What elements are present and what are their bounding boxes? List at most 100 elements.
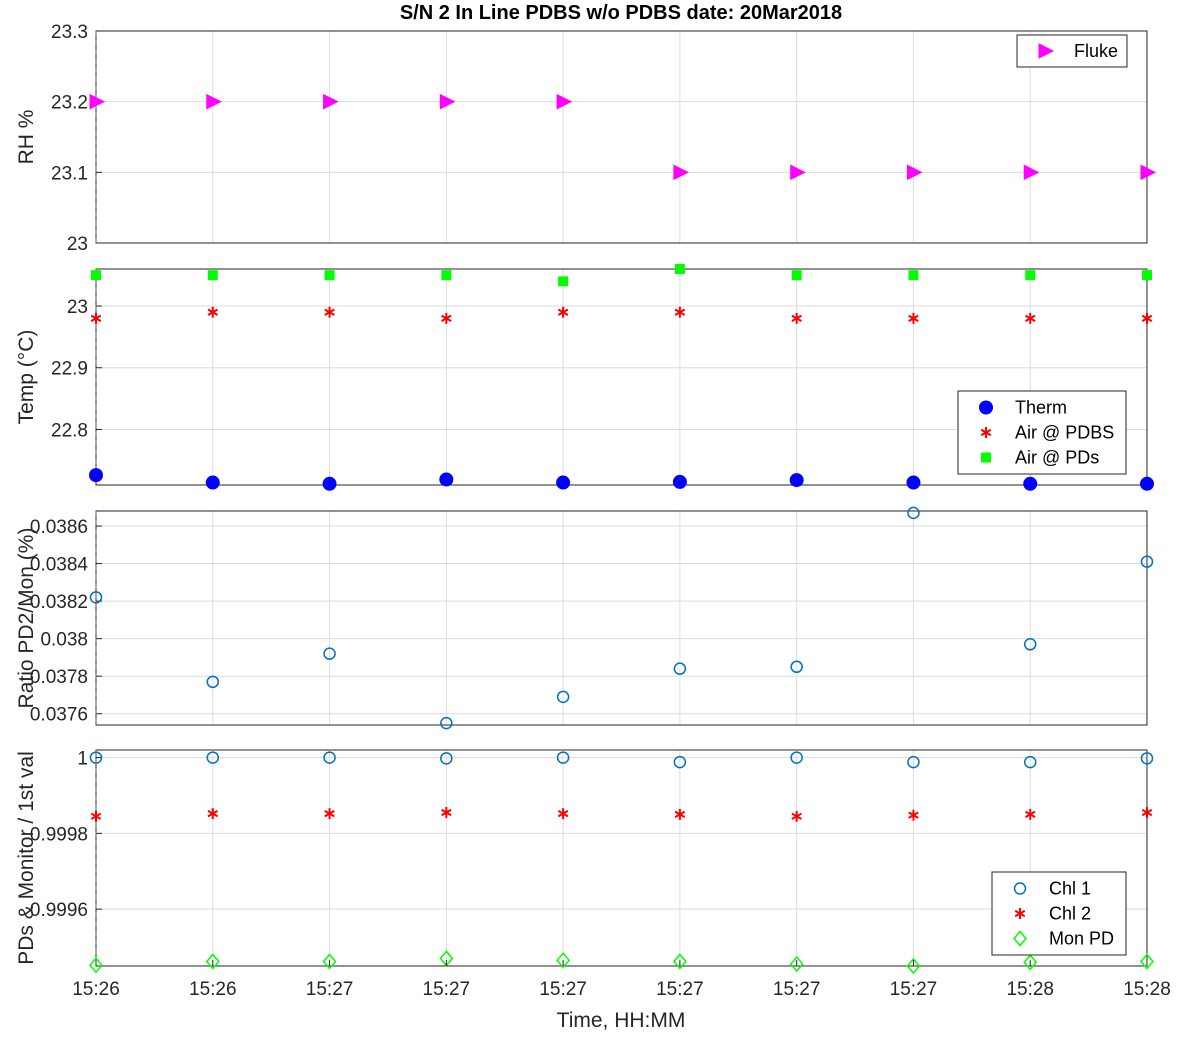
y-axis-label: Ratio PD2/Mon (%) — [15, 528, 38, 709]
data-point — [789, 955, 804, 973]
data-point — [556, 475, 571, 490]
data-point — [89, 591, 103, 604]
data-point — [908, 270, 919, 281]
data-point — [89, 93, 106, 110]
data-point-shape — [906, 164, 923, 181]
data-point — [91, 270, 101, 281]
data-point-shape — [791, 270, 802, 281]
y-axis-label: Temp (°C) — [15, 330, 38, 425]
data-point — [556, 952, 571, 969]
data-point — [789, 473, 804, 488]
data-point-shape — [205, 475, 220, 490]
data-point — [906, 164, 923, 181]
data-point-shape — [673, 755, 687, 769]
data-point-stroke-d2 — [908, 811, 919, 819]
data-point — [673, 755, 687, 769]
data-point-shape — [556, 751, 570, 764]
legend-label: Air @ PDBS — [1015, 423, 1114, 443]
data-point-stroke-d2 — [324, 810, 335, 818]
panel-3: 0.0376 0.0378 0.038 0.0382 0.0384 0.0386Ratio… — [15, 506, 1154, 730]
data-point — [89, 751, 103, 764]
x-tick-label: 15:27 — [773, 979, 821, 1000]
x-tick-label: 15:28 — [1006, 979, 1054, 1000]
data-point-shape — [790, 164, 806, 181]
data-point-shape — [1140, 164, 1157, 181]
y-axis-label: RH % — [15, 110, 38, 165]
legend-label: Chl 2 — [1049, 904, 1091, 924]
data-point — [90, 312, 102, 324]
y-tick-label: 0.0382 — [30, 592, 88, 613]
data-point-shape — [89, 93, 106, 110]
legend-marker-shape — [1013, 882, 1027, 895]
data-point-stroke-d2 — [1024, 810, 1036, 819]
data-point-shape — [1140, 476, 1154, 491]
data-point-shape — [323, 751, 336, 764]
data-point-stroke-d2 — [324, 308, 335, 316]
data-point-shape — [439, 472, 454, 487]
data-point — [322, 953, 337, 970]
legend-label: Therm — [1015, 398, 1067, 418]
y-tick-label: 0.9998 — [30, 824, 88, 845]
series-chl-2 — [90, 807, 1153, 822]
legend-marker-shape — [1013, 930, 1027, 947]
data-point-shape — [672, 953, 687, 970]
legend-marker — [980, 427, 992, 438]
data-point — [908, 809, 919, 821]
data-point-shape — [89, 957, 103, 974]
legend-marker-stroke-d2 — [1014, 909, 1026, 918]
data-point — [556, 93, 573, 110]
data-point-stroke-d2 — [1141, 808, 1153, 817]
x-tick-label: 15:26 — [72, 979, 120, 1000]
x-tick-label: 15:27 — [656, 979, 704, 1000]
data-point — [439, 472, 454, 487]
data-point-shape — [907, 755, 920, 769]
legend: Therm Air @ PDBS Air @ PDs — [957, 390, 1127, 475]
data-point — [1023, 954, 1038, 971]
y-tick-label: 0.0378 — [30, 667, 88, 688]
data-point-shape — [322, 953, 337, 970]
y-tick-label: 0.038 — [40, 630, 88, 651]
data-point-stroke-d2 — [557, 810, 569, 818]
data-point — [1023, 476, 1038, 491]
data-point — [673, 164, 690, 181]
data-point-shape — [89, 591, 103, 604]
x-tick-label: 15:28 — [1123, 979, 1171, 1000]
data-point — [790, 660, 803, 674]
data-point — [558, 276, 569, 287]
data-point-stroke-d2 — [674, 810, 686, 819]
y-tick-label: 22.8 — [51, 420, 88, 441]
data-point-shape — [906, 957, 921, 975]
x-tick-label: 15:27 — [890, 979, 938, 1000]
x-tick-label: 15:27 — [539, 979, 587, 1000]
data-point — [440, 752, 453, 765]
panel-1: 23 23.1 23.2 23.3 RH % Fluke — [15, 22, 1157, 255]
data-point — [322, 476, 337, 491]
x-tick-label: 15:27 — [306, 979, 354, 1000]
data-point-shape — [1025, 270, 1036, 281]
series-air-pdbs — [90, 306, 1153, 324]
data-point-shape — [1023, 164, 1040, 181]
data-point-shape — [1140, 953, 1154, 970]
data-point-stroke-d2 — [207, 810, 219, 818]
data-point-shape — [1140, 752, 1154, 765]
data-point — [89, 957, 103, 974]
data-point — [89, 468, 103, 483]
data-point-stroke-d2 — [1024, 314, 1036, 322]
y-axis-label: PDs & Monitor / 1st val — [15, 751, 38, 965]
panel-4: 0.9996 0.9998 1 PDs & Monitor / 1st val Chl … — [15, 749, 1171, 1000]
data-point-shape — [1142, 270, 1152, 281]
data-point-shape — [674, 264, 685, 274]
data-point-stroke-d2 — [90, 314, 102, 322]
data-point-shape — [556, 952, 571, 969]
data-point — [557, 808, 569, 820]
data-point — [206, 93, 222, 110]
y-tick-label: 1 — [77, 749, 88, 770]
data-point-shape — [323, 647, 336, 660]
data-point — [206, 675, 220, 689]
legend-marker — [1014, 908, 1026, 919]
data-point-shape — [558, 276, 569, 287]
data-point — [205, 953, 220, 970]
legend-box — [1016, 34, 1128, 68]
y-tick-label: 23 — [67, 297, 88, 318]
